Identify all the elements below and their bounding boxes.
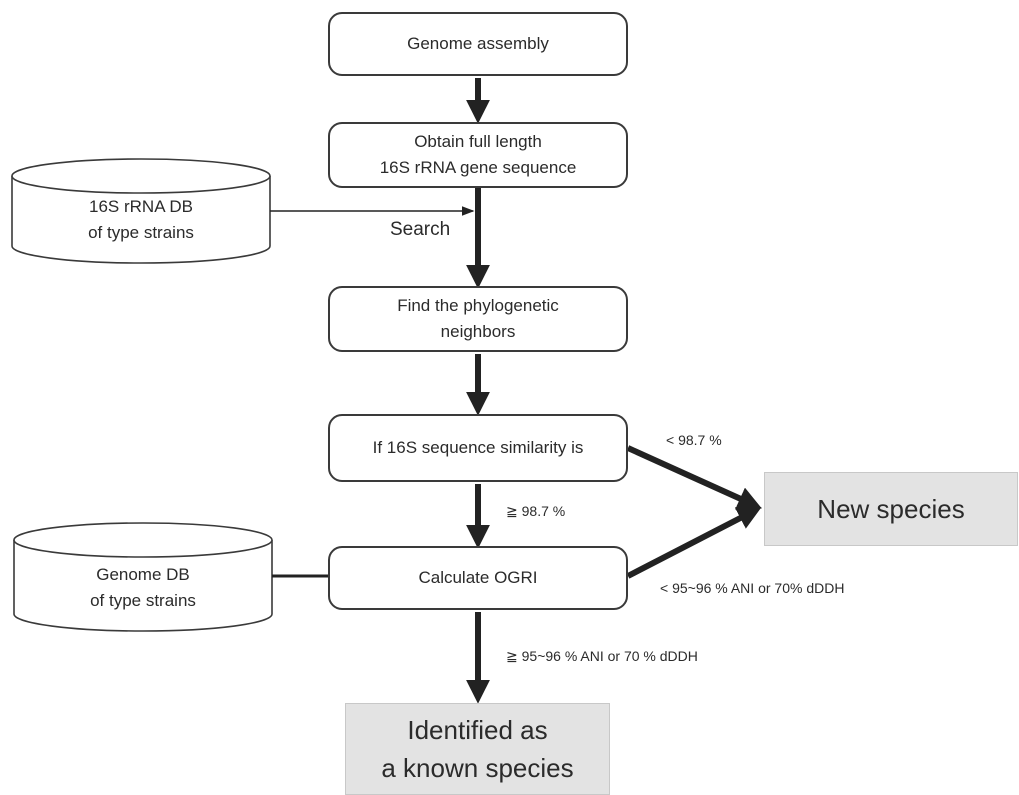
- calculate-ogri-box: Calculate OGRI: [328, 546, 628, 610]
- genome-db-label: Genome DB of type strains: [90, 565, 196, 610]
- search-label: Search: [390, 219, 451, 240]
- obtain-16s-box: Obtain full length 16S rRNA gene sequenc…: [328, 122, 628, 188]
- new-species-box: New species: [764, 472, 1018, 546]
- rrna-db-label: 16S rRNA DB of type strains: [88, 197, 194, 242]
- arrow-ogri-to-new: [626, 507, 762, 579]
- known-species-box: Identified as a known species: [345, 703, 610, 795]
- arrow-similarity-to-new: [626, 445, 762, 510]
- above-ani-label: ≧ 95~96 % ANI or 70 % dDDH: [506, 648, 698, 664]
- genome-db-cylinder: [13, 522, 273, 632]
- similarity-decision-box: If 16S sequence similarity is: [328, 414, 628, 482]
- genome-assembly-box: Genome assembly: [328, 12, 628, 76]
- above-98-7-label: ≧ 98.7 %: [506, 503, 566, 519]
- rrna-db-cylinder: [11, 158, 271, 264]
- below-ani-label: < 95~96 % ANI or 70% dDDH: [660, 580, 845, 596]
- below-98-7-label: < 98.7 %: [666, 432, 722, 448]
- find-neighbors-box: Find the phylogenetic neighbors: [328, 286, 628, 352]
